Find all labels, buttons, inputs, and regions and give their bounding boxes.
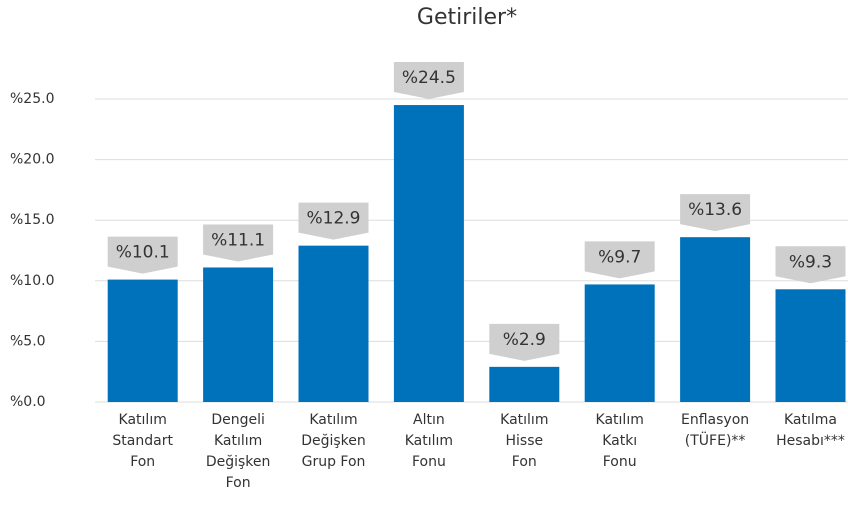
x-tick-label: Katılım Değişken Grup Fon [301, 412, 366, 470]
bar [393, 105, 464, 402]
bar [203, 267, 274, 402]
y-tick-label: %25.0 [10, 91, 54, 107]
y-tick-label: %0.0 [10, 394, 46, 410]
value-label-box [489, 323, 560, 361]
value-label-box [298, 202, 369, 240]
bar [298, 245, 369, 402]
y-tick-label: %20.0 [10, 152, 54, 168]
value-label-box [775, 246, 846, 284]
y-tick-label: %5.0 [10, 333, 46, 349]
x-tick-label: Katılım Hisse Fon [500, 412, 549, 470]
value-label-box [584, 241, 655, 279]
value-label: %10.1 [116, 243, 170, 263]
value-label-box [203, 224, 274, 262]
x-tick-label: Altın Katılım Fonu [404, 412, 454, 470]
value-label-box [680, 194, 751, 232]
x-tick-label: Katılım Katkı Fonu [595, 412, 644, 470]
x-tick-label: Katılım Standart Fon [112, 412, 173, 470]
value-label-box [393, 62, 464, 100]
value-label-box [107, 236, 178, 274]
y-tick-label: %10.0 [10, 273, 54, 289]
value-label: %2.9 [503, 330, 546, 350]
chart-title: Getiriler* [417, 5, 517, 30]
bar [775, 289, 846, 402]
bar [489, 366, 560, 402]
value-label: %11.1 [211, 230, 265, 250]
value-label: %9.7 [598, 247, 641, 267]
value-label: %9.3 [789, 252, 832, 272]
y-tick-label: %15.0 [10, 212, 54, 228]
x-tick-label: Katılma Hesabı*** [776, 412, 845, 449]
bar [680, 237, 751, 402]
value-label: %24.5 [402, 68, 456, 88]
bar [584, 284, 655, 402]
value-label: %12.9 [306, 209, 360, 229]
bar [107, 279, 178, 402]
x-tick-label: Enflasyon (TÜFE)** [681, 412, 750, 449]
value-label: %13.6 [688, 200, 742, 220]
x-tick-label: Dengeli Katılım Değişken Fon [205, 412, 271, 491]
